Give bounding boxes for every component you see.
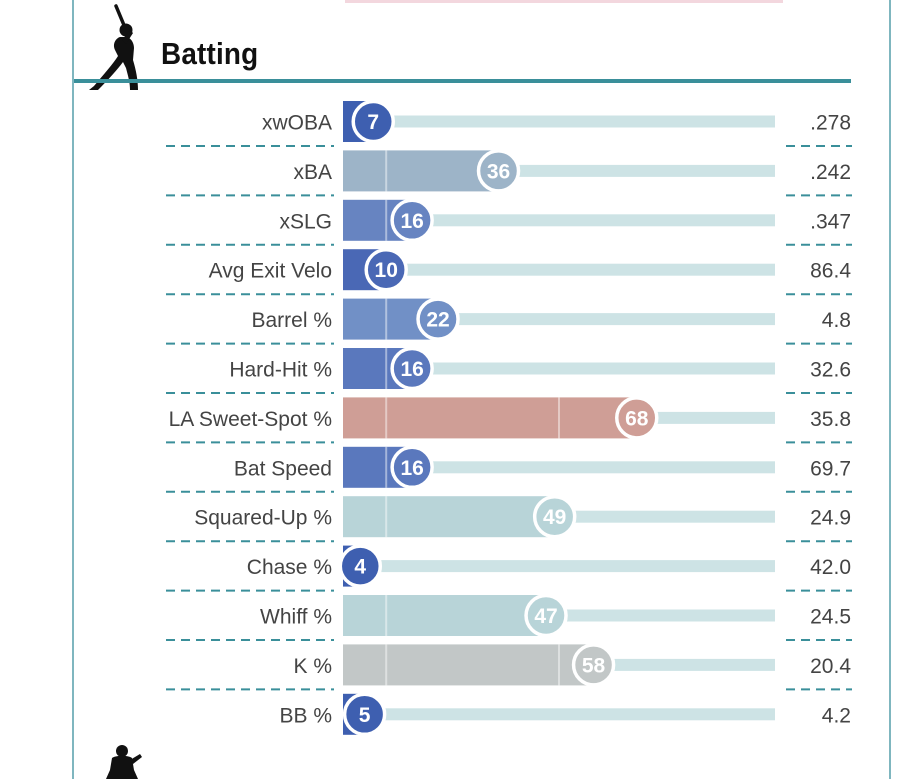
percentile-marker [524, 593, 568, 638]
metric-label: xSLG [279, 210, 332, 233]
metric-label: K % [293, 655, 332, 678]
percentile-bar [343, 150, 499, 192]
percentile-track [343, 214, 775, 227]
metric-value: .278 [810, 112, 851, 135]
metric-row: 10 Avg Exit Velo 86.4 [166, 247, 852, 296]
metric-value: 35.8 [810, 408, 851, 431]
metric-value: 24.9 [810, 507, 851, 530]
percentile-label: 47 [534, 605, 557, 628]
percentile-label: 5 [359, 704, 371, 727]
metric-row: 16 xSLG .347 [166, 198, 852, 246]
metric-value: 42.0 [810, 556, 851, 579]
metric-row: 68 LA Sweet-Spot % 35.8 [166, 396, 852, 444]
metric-value: 4.2 [822, 704, 851, 727]
percentile-track [343, 708, 775, 721]
metric-label: Hard-Hit % [229, 359, 332, 382]
percentile-label: 22 [426, 309, 449, 332]
percentile-bar [343, 397, 637, 439]
metric-label: Avg Exit Velo [209, 260, 332, 283]
percentile-marker [390, 445, 434, 490]
percentile-marker [364, 247, 408, 292]
metric-row: 22 Barrel % 4.8 [166, 297, 852, 345]
percentile-bar [343, 595, 547, 636]
metric-label: Whiff % [260, 606, 332, 629]
percentile-label: 49 [543, 506, 566, 529]
metric-value: 69.7 [810, 457, 851, 480]
percentile-label: 68 [625, 407, 649, 430]
percentile-marker [390, 346, 434, 391]
percentile-marker [390, 198, 434, 243]
metric-row: 7 xwOBA .278 [166, 99, 852, 147]
percentile-label: 7 [367, 111, 379, 134]
metric-label: LA Sweet-Spot % [169, 408, 332, 431]
metric-value: .242 [810, 161, 851, 184]
metric-row: 47 Whiff % 24.5 [166, 593, 852, 641]
percentile-label: 16 [400, 210, 423, 233]
percentile-marker [476, 149, 521, 193]
percentile-track [343, 362, 775, 375]
batter-silhouette-icon [89, 4, 138, 90]
percentile-track [343, 115, 775, 128]
percentile-bar [343, 496, 555, 538]
metric-value: 4.8 [822, 309, 851, 332]
percentile-label: 4 [354, 556, 366, 579]
percentile-marker [338, 544, 383, 588]
metric-value: 24.5 [810, 606, 851, 629]
frame-right-border [889, 0, 891, 779]
percentile-track [343, 461, 775, 474]
metric-label: xBA [293, 161, 332, 184]
percentile-track [343, 560, 775, 573]
section-divider [74, 79, 851, 83]
section-title: Batting [161, 36, 259, 71]
metric-row: 49 Squared-Up % 24.9 [166, 494, 852, 543]
metric-row: 36 xBA .242 [166, 149, 852, 197]
percentile-label: 16 [400, 358, 423, 381]
percentile-marker [416, 297, 460, 341]
percentile-marker [615, 396, 659, 440]
percentile-label: 58 [582, 654, 606, 677]
metric-label: Squared-Up % [194, 507, 332, 530]
metric-label: Bat Speed [234, 457, 332, 480]
percentile-bar [343, 644, 594, 686]
frame-left-border [72, 0, 74, 779]
percentile-marker [342, 692, 387, 737]
metric-value: .347 [810, 210, 851, 233]
metric-value: 86.4 [810, 260, 851, 283]
metric-row: 5 BB % 4.2 [279, 692, 851, 737]
metric-row: 16 Hard-Hit % 32.6 [166, 346, 852, 394]
metric-label: Chase % [247, 556, 332, 579]
metric-row: 4 Chase % 42.0 [166, 544, 852, 592]
metric-label: BB % [279, 704, 332, 727]
metric-row: 58 K % 20.4 [166, 643, 852, 691]
pitcher-silhouette-icon [106, 745, 142, 779]
previous-section-edge [345, 0, 783, 3]
metric-value: 20.4 [810, 655, 851, 678]
metric-value: 32.6 [810, 359, 851, 382]
percentile-track [343, 263, 775, 276]
percentile-label: 10 [375, 259, 398, 282]
percentile-label: 16 [400, 457, 423, 480]
metric-row: 16 Bat Speed 69.7 [166, 445, 852, 493]
percentile-marker [532, 494, 577, 539]
percentile-marker [351, 99, 395, 144]
metric-label: Barrel % [251, 309, 332, 332]
percentile-marker [571, 643, 616, 687]
percentile-label: 36 [487, 160, 510, 183]
metric-label: xwOBA [262, 112, 332, 135]
